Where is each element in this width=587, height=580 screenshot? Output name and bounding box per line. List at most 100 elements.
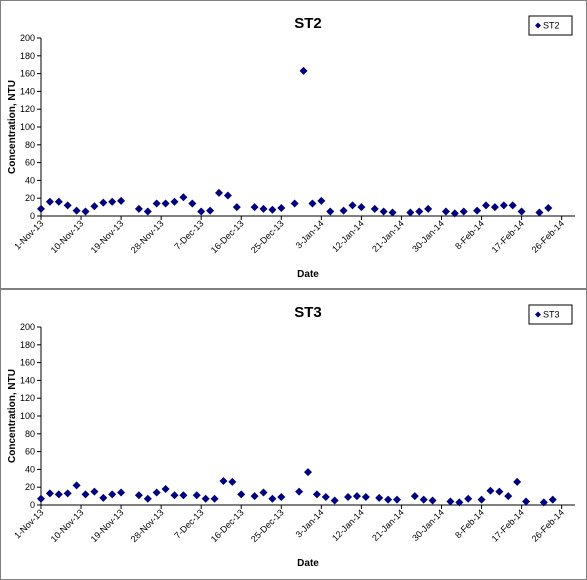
x-tick-label: 26-Feb-14 [530, 218, 566, 254]
x-tick-label: 30-Jan-14 [410, 507, 446, 543]
data-point [339, 206, 348, 215]
x-tick-label: 19-Nov-13 [89, 507, 126, 544]
legend-label: ST2 [543, 21, 560, 31]
data-point [161, 199, 170, 208]
y-tick-label: 180 [20, 340, 35, 350]
data-point [277, 203, 286, 212]
data-point [486, 486, 495, 495]
x-tick-label: 25-Dec-13 [249, 218, 286, 255]
data-point [210, 494, 219, 503]
data-point [170, 197, 179, 206]
data-point [72, 481, 81, 490]
data-point [90, 487, 99, 496]
data-point [428, 496, 437, 505]
data-point [312, 490, 321, 499]
data-point [495, 487, 504, 496]
y-axis-label: Concentration, NTU [7, 80, 18, 174]
data-point [522, 497, 531, 506]
data-point [54, 197, 63, 206]
data-point [415, 207, 424, 216]
y-tick-label: 160 [20, 358, 35, 368]
chart-title: ST3 [294, 304, 322, 321]
data-point [192, 491, 201, 500]
legend-box [528, 304, 573, 325]
x-tick-label: 25-Dec-13 [249, 507, 286, 544]
y-tick-label: 80 [25, 429, 35, 439]
x-tick-label: 19-Nov-13 [89, 218, 126, 255]
data-point [357, 203, 366, 212]
data-point [424, 204, 433, 213]
data-point [63, 201, 72, 210]
legend-label: ST3 [543, 310, 560, 320]
data-point [441, 207, 450, 216]
data-point [464, 494, 473, 503]
data-point [388, 208, 397, 217]
data-point [379, 207, 388, 216]
data-point [152, 488, 161, 497]
y-tick-label: 160 [20, 69, 35, 79]
y-tick-label: 60 [25, 447, 35, 457]
data-point [477, 495, 486, 504]
data-point [344, 492, 353, 501]
y-tick-label: 60 [25, 158, 35, 168]
data-point [513, 477, 522, 486]
y-tick-label: 200 [20, 33, 35, 43]
y-tick-label: 180 [20, 51, 35, 61]
data-point [317, 196, 326, 205]
data-point [450, 209, 459, 218]
data-point [268, 205, 277, 214]
data-point [393, 495, 401, 504]
chart-panel-st3: ST3 0 20 40 60 80 100 120 140 160 180 200 1-Nov-13 10… [0, 289, 587, 580]
y-tick-label: 100 [20, 411, 35, 421]
y-tick-label: 20 [25, 482, 35, 492]
legend-box [528, 15, 573, 36]
data-point [37, 204, 45, 213]
data-point [308, 199, 317, 208]
data-point [406, 208, 415, 217]
data-point [473, 206, 482, 215]
data-point [268, 494, 277, 503]
y-tick-label: 40 [25, 464, 35, 474]
x-tick-label: 16-Dec-13 [209, 218, 246, 255]
y-tick-label: 100 [20, 122, 35, 132]
x-tick-label: 7-Dec-13 [172, 507, 205, 540]
data-point [223, 191, 232, 200]
data-point [197, 207, 206, 216]
data-point [134, 491, 143, 500]
data-point [237, 490, 246, 499]
data-point [304, 468, 312, 477]
data-point [539, 498, 548, 507]
data-point [326, 207, 335, 216]
data-point [215, 188, 223, 197]
data-point [348, 201, 357, 210]
data-point [232, 203, 241, 212]
x-tick-label: 1-Nov-13 [12, 507, 45, 540]
data-point [250, 203, 259, 212]
y-tick-label: 40 [25, 175, 35, 185]
x-tick-label: 16-Dec-13 [209, 507, 246, 544]
data-point [490, 203, 499, 212]
data-point [188, 199, 197, 208]
data-point [535, 208, 544, 217]
chart-panel-st2: ST2 0 20 40 60 80 100 120 140 160 180 200 1-Nov-13 10… [0, 0, 587, 289]
data-point [45, 489, 54, 498]
x-tick-label: 17-Feb-14 [490, 218, 526, 254]
data-point [134, 204, 143, 213]
data-point [544, 203, 553, 212]
data-point [259, 488, 268, 497]
y-tick-label: 80 [25, 140, 35, 150]
data-point [375, 493, 384, 502]
x-tick-label: 10-Nov-13 [49, 507, 86, 544]
data-point [143, 494, 152, 503]
y-axis-label: Concentration, NTU [7, 369, 18, 463]
y-tick-label: 0 [30, 500, 35, 510]
x-tick-label: 17-Feb-14 [490, 507, 526, 543]
x-tick-label: 8-Feb-14 [453, 507, 486, 540]
y-tick-label: 140 [20, 375, 35, 385]
data-point [295, 487, 304, 496]
data-point [277, 492, 286, 501]
x-tick-label: 10-Nov-13 [49, 218, 86, 255]
data-point [299, 66, 308, 75]
data-point [99, 198, 108, 207]
data-point [99, 493, 108, 502]
